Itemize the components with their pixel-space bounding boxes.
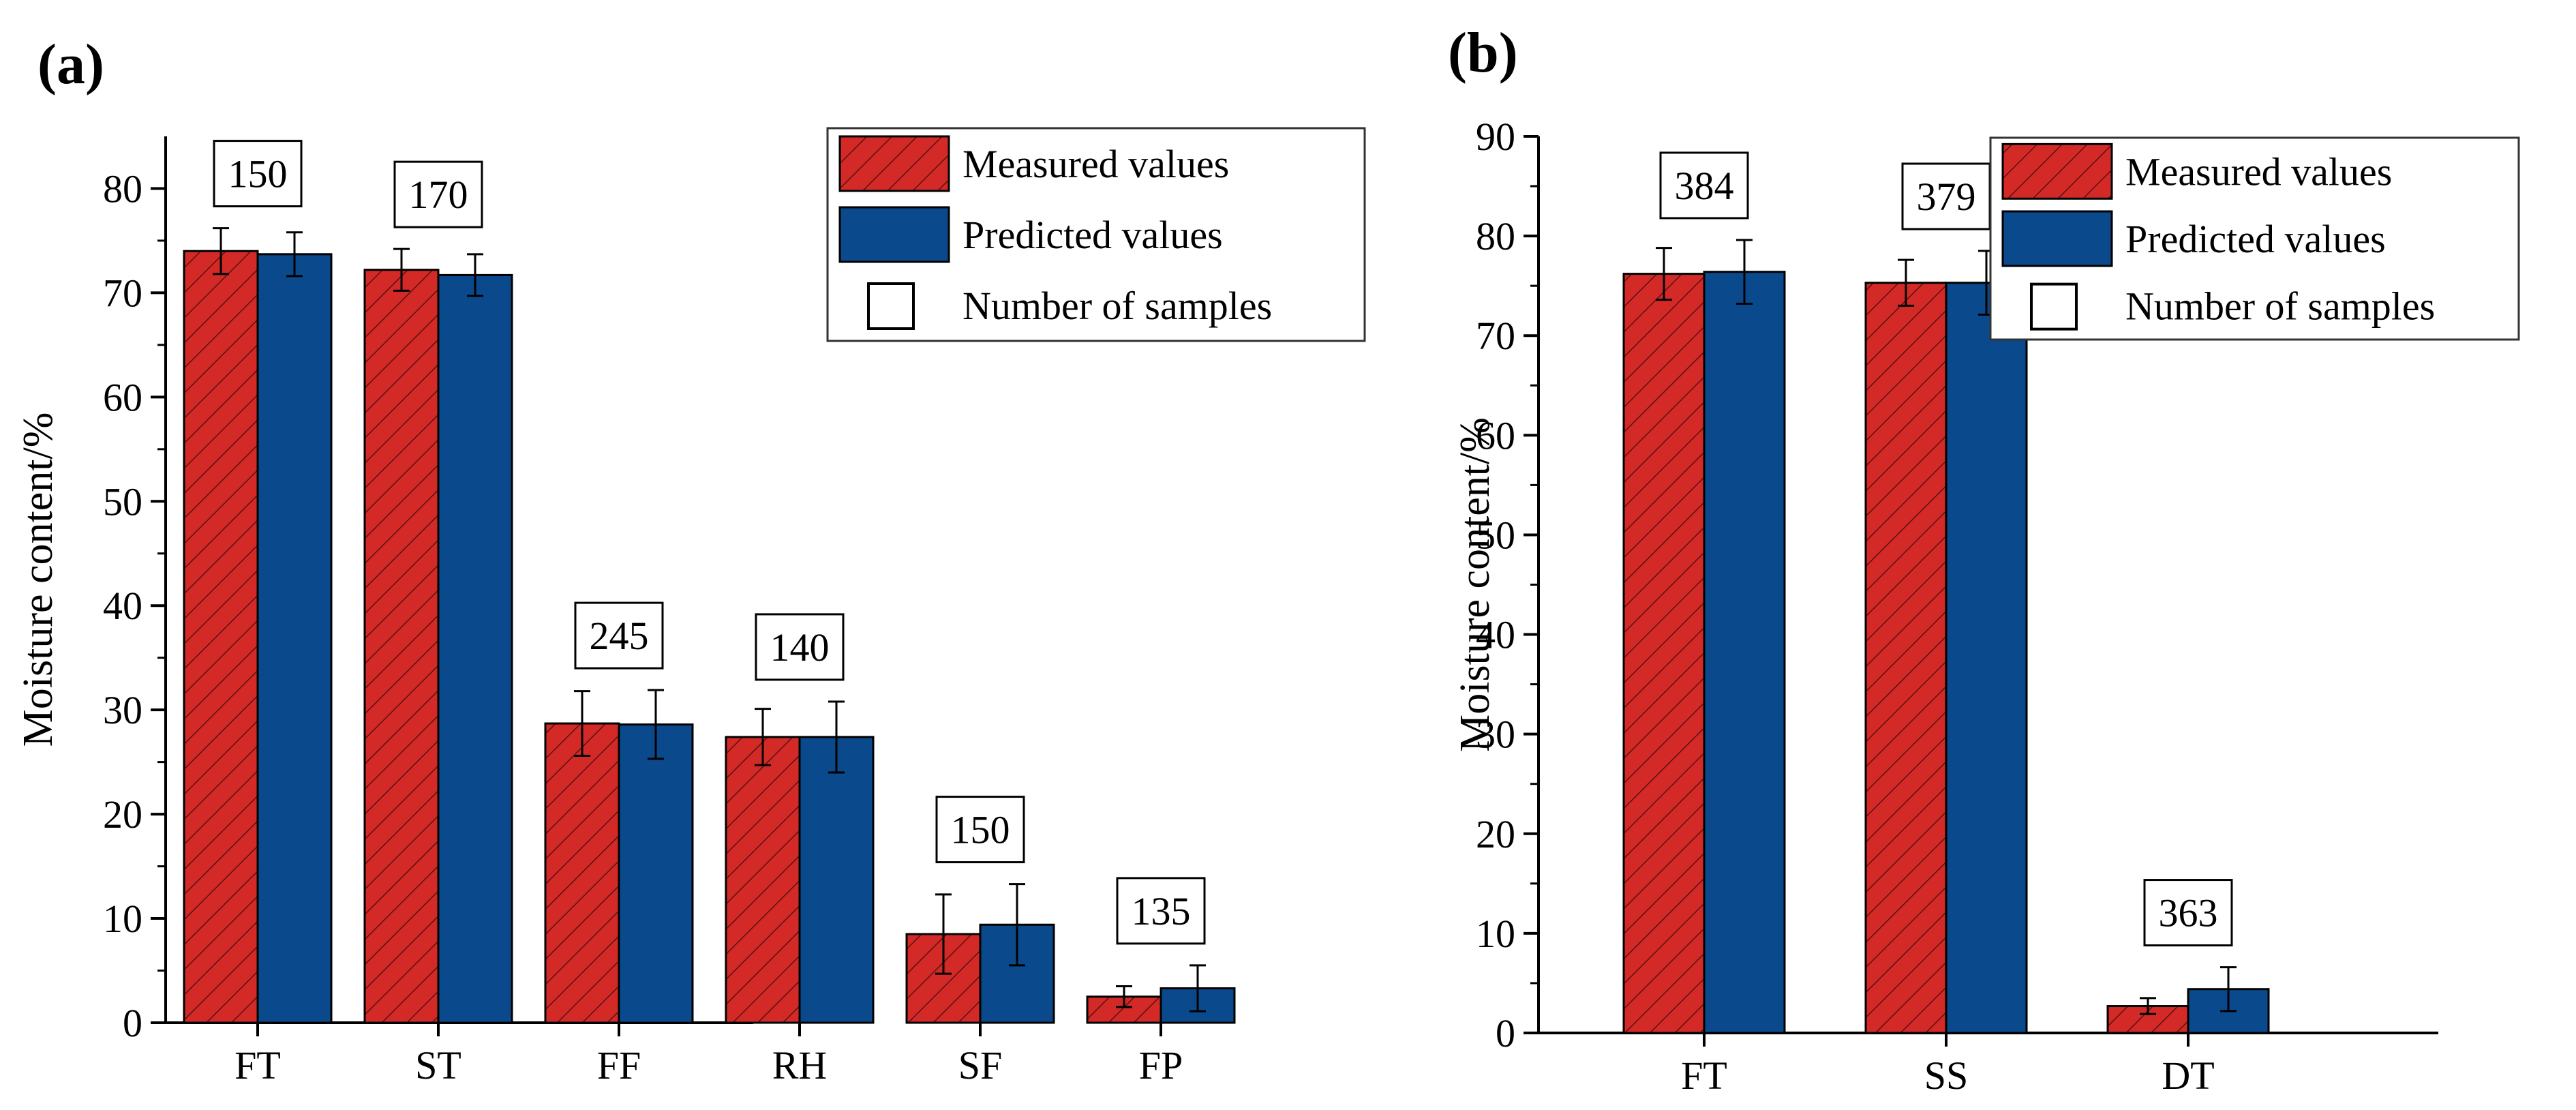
x-tick-label: FT	[234, 1043, 281, 1088]
legend-label-samples: Number of samples	[963, 284, 1272, 328]
sample-count-box	[213, 140, 303, 208]
x-tick-label: DT	[2162, 1053, 2214, 1098]
y-tick-label: 60	[103, 375, 142, 419]
sample-count-label: 135	[1132, 889, 1191, 933]
legend-swatch-samples	[867, 282, 915, 330]
sample-count-box	[755, 613, 845, 681]
y-tick-label: 90	[1476, 115, 1515, 159]
y-tick-label: 10	[1476, 912, 1515, 956]
y-axis-title: Moisture content/%	[1452, 417, 1498, 752]
y-tick-label: 0	[123, 1001, 142, 1045]
legend-swatch-predicted	[838, 206, 950, 263]
sample-count-box	[1116, 877, 1206, 945]
bar-predicted	[256, 253, 333, 1024]
bar-predicted	[798, 736, 875, 1024]
sample-count-label: 245	[590, 614, 649, 658]
bar-predicted	[437, 273, 513, 1024]
legend-swatch-measured	[2001, 142, 2113, 200]
x-tick-label: RH	[772, 1043, 828, 1088]
legend-label-measured: Measured values	[2125, 149, 2392, 194]
legend-label-samples: Number of samples	[2125, 284, 2435, 329]
y-tick-label: 50	[103, 479, 142, 524]
sample-count-box	[393, 160, 483, 228]
sample-count-label: 384	[1675, 164, 1734, 208]
sample-count-box	[1901, 162, 1991, 230]
panel-label: (a)	[37, 33, 104, 96]
y-tick-label: 30	[1476, 712, 1515, 757]
bar-predicted	[1703, 271, 1786, 1034]
legend-swatch-samples	[2030, 282, 2078, 331]
y-tick-label: 70	[103, 271, 142, 315]
panel-label: (b)	[1448, 21, 1518, 85]
bar-measured	[544, 722, 620, 1024]
sample-count-box	[2143, 879, 2233, 947]
sample-count-box	[935, 796, 1025, 864]
y-tick-label: 0	[1496, 1011, 1515, 1055]
bar-measured	[1622, 273, 1706, 1034]
legend-swatch-measured	[838, 135, 950, 192]
sample-count-label: 150	[228, 152, 288, 196]
sample-count-label: 140	[770, 625, 830, 670]
legend-label-measured: Measured values	[963, 142, 1229, 186]
chart-panel-b: (b) 0 10 20 30 40 50 60 70 80 90 Moisture content/%…	[1448, 21, 2520, 1098]
bar-measured	[725, 736, 801, 1024]
y-tick-label: 10	[103, 897, 142, 941]
x-tick-label: FF	[597, 1043, 641, 1088]
y-tick-label: 30	[103, 688, 142, 732]
legend-label-predicted: Predicted values	[2125, 217, 2386, 261]
x-tick-label: SS	[1924, 1053, 1969, 1098]
x-tick-label: FT	[1681, 1053, 1727, 1098]
bar-predicted	[1945, 282, 2028, 1034]
y-tick-label: 20	[1476, 812, 1515, 856]
y-tick-label: 60	[1476, 413, 1515, 457]
chart-panel-a: (a) 0 10 20 30 40 50 60 70 80 Moisture content/% FT…	[15, 33, 1366, 1088]
sample-count-label: 150	[951, 808, 1010, 852]
y-tick-label: 80	[103, 166, 142, 211]
bar-measured	[363, 269, 440, 1024]
sample-count-box	[1659, 151, 1749, 220]
y-axis-title: Moisture content/%	[15, 412, 61, 747]
x-tick-label: FP	[1139, 1043, 1183, 1088]
sample-count-label: 170	[409, 172, 468, 217]
legend-label-predicted: Predicted values	[963, 213, 1223, 257]
sample-count-label: 379	[1917, 175, 1976, 219]
x-tick-label: ST	[415, 1043, 461, 1088]
y-tick-label: 40	[1476, 613, 1515, 657]
sample-count-box	[574, 601, 664, 670]
sample-count-label: 363	[2159, 891, 2218, 935]
bar-measured	[183, 250, 259, 1024]
y-tick-label: 70	[1476, 314, 1515, 358]
bar-measured	[1864, 282, 1948, 1034]
y-tick-label: 20	[103, 792, 142, 837]
legend-swatch-predicted	[2001, 210, 2113, 267]
y-tick-label: 80	[1476, 214, 1515, 258]
bar-predicted	[618, 723, 694, 1024]
x-tick-label: SF	[958, 1043, 1003, 1088]
y-tick-label: 50	[1476, 513, 1515, 557]
y-tick-label: 40	[103, 584, 142, 628]
